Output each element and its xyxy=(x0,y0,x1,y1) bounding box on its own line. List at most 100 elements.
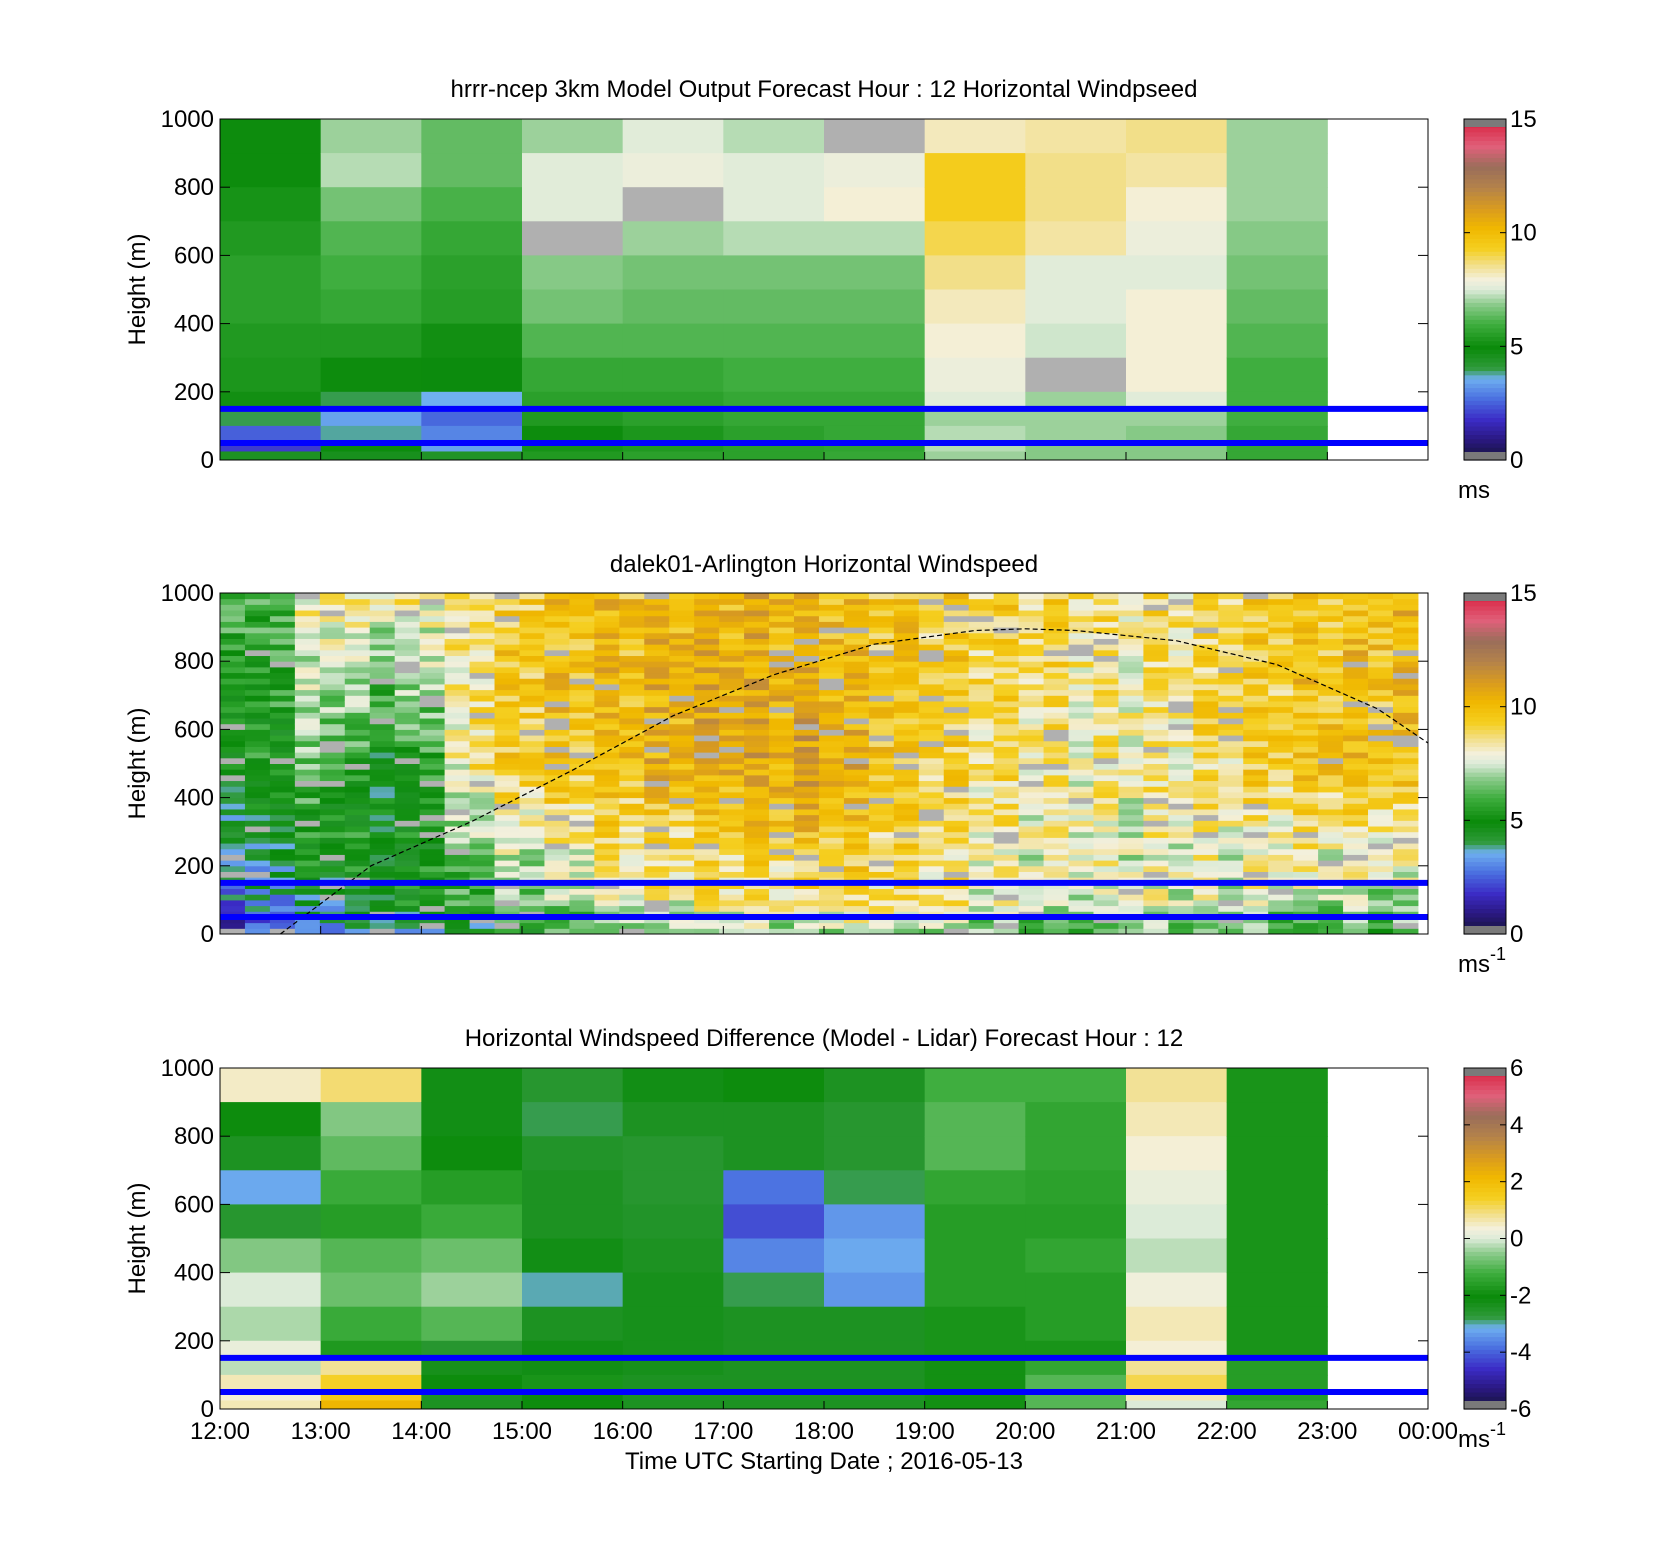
heatmap-cell xyxy=(723,1374,825,1393)
heatmap-cell xyxy=(1268,843,1294,850)
heatmap-cell xyxy=(494,899,520,907)
heatmap-cell xyxy=(220,791,246,799)
heatmap-cell xyxy=(943,723,970,730)
colorbar-frame xyxy=(1463,592,1507,935)
heatmap-cell xyxy=(1193,791,1219,799)
heatmap-cell xyxy=(1243,916,1269,924)
heatmap-cell xyxy=(843,593,870,600)
heatmap-cell xyxy=(369,695,396,702)
colorbar-swatch xyxy=(1464,1332,1506,1338)
heatmap-cell xyxy=(1343,837,1369,844)
heatmap-cell xyxy=(1093,649,1119,657)
heatmap-cell xyxy=(694,752,720,759)
heatmap-cell xyxy=(1226,1102,1328,1137)
heatmap-cell xyxy=(843,808,870,816)
heatmap-cell xyxy=(1043,848,1070,855)
heatmap-cell xyxy=(769,814,795,821)
heatmap-cell xyxy=(622,1340,724,1359)
heatmap-cell xyxy=(344,683,371,691)
heatmap-cell xyxy=(918,627,945,634)
heatmap-cell xyxy=(1243,922,1269,929)
heatmap-cell xyxy=(1268,894,1294,901)
heatmap-cell xyxy=(344,865,371,872)
heatmap-cell xyxy=(1343,780,1369,787)
heatmap-cell xyxy=(694,780,720,787)
heatmap-cell xyxy=(294,683,321,691)
heatmap-cell xyxy=(818,882,845,890)
heatmap-cell xyxy=(918,712,945,719)
colorbar-tick-label: 4 xyxy=(1510,1112,1523,1139)
heatmap-cell xyxy=(1018,638,1045,645)
heatmap-cell xyxy=(494,865,520,872)
heatmap-cell xyxy=(744,632,770,639)
heatmap-cell xyxy=(419,615,446,622)
heatmap-cell xyxy=(1392,882,1419,890)
heatmap-cell xyxy=(1343,916,1369,924)
heatmap-cell xyxy=(669,757,695,764)
heatmap-cell xyxy=(594,808,620,816)
heatmap-cell xyxy=(924,408,1026,427)
heatmap-cell xyxy=(943,746,970,753)
colorbar-swatch xyxy=(1464,1319,1506,1325)
heatmap-cell xyxy=(294,928,321,935)
heatmap-cell xyxy=(669,803,695,810)
heatmap-cell xyxy=(644,860,670,867)
heatmap-cell xyxy=(1118,695,1144,702)
colorbar-unit-superscript: -1 xyxy=(1490,944,1506,964)
heatmap-cell xyxy=(794,695,820,702)
heatmap-cell xyxy=(619,774,645,782)
heatmap-cell xyxy=(1043,678,1070,685)
heatmap-cell xyxy=(1293,706,1319,713)
heatmap-cell xyxy=(1093,763,1119,770)
heatmap-cell xyxy=(644,666,670,674)
heatmap-cell xyxy=(1025,408,1127,427)
heatmap-cell xyxy=(1343,666,1369,674)
heatmap-cell xyxy=(1168,894,1194,901)
heatmap-cell xyxy=(1368,791,1394,799)
colorbar-swatch xyxy=(1464,1076,1506,1082)
heatmap-cell xyxy=(1126,1374,1228,1393)
heatmap-cell xyxy=(1368,695,1394,702)
heatmap-cell xyxy=(1243,627,1269,634)
heatmap-cell xyxy=(1193,706,1219,713)
heatmap-cell xyxy=(1243,905,1269,912)
heatmap-cell xyxy=(1293,735,1319,742)
heatmap-cell xyxy=(1068,666,1094,674)
heatmap-cell xyxy=(344,888,371,895)
heatmap-cell xyxy=(694,723,720,730)
x-tick-label: 16:00 xyxy=(593,1418,653,1445)
heatmap-cell xyxy=(394,916,421,924)
heatmap-cell xyxy=(344,627,371,634)
heatmap-cell xyxy=(220,1391,322,1401)
heatmap-cell xyxy=(220,706,246,713)
heatmap-cell xyxy=(1118,700,1144,708)
heatmap-cell xyxy=(719,729,745,736)
heatmap-cell xyxy=(644,786,670,793)
heatmap-cell xyxy=(519,871,545,878)
heatmap-cell xyxy=(269,627,296,634)
heatmap-cell xyxy=(444,678,471,685)
heatmap-cell xyxy=(1218,615,1244,622)
heatmap-cell xyxy=(569,860,595,867)
colorbar-swatch xyxy=(1464,276,1506,282)
heatmap-cell xyxy=(294,695,321,702)
heatmap-cell xyxy=(419,837,446,844)
heatmap-cell xyxy=(1143,621,1169,628)
heatmap-cell xyxy=(744,672,770,679)
heatmap-cell xyxy=(1143,837,1169,844)
heatmap-cell xyxy=(993,661,1020,668)
heatmap-cell xyxy=(294,780,321,787)
colorbar-swatch xyxy=(1464,1140,1506,1146)
heatmap-cell xyxy=(619,820,645,827)
heatmap-cell xyxy=(719,627,745,634)
heatmap-cell xyxy=(1193,899,1219,907)
heatmap-cell xyxy=(1318,672,1344,679)
heatmap-cell xyxy=(993,706,1020,713)
heatmap-cell xyxy=(469,632,496,639)
heatmap-cell xyxy=(968,621,995,628)
colorbar-swatch xyxy=(1464,344,1506,350)
heatmap-cell xyxy=(544,826,570,833)
heatmap-cell xyxy=(694,769,720,776)
heatmap-cell xyxy=(1025,442,1127,452)
heatmap-cell xyxy=(1126,1238,1228,1274)
